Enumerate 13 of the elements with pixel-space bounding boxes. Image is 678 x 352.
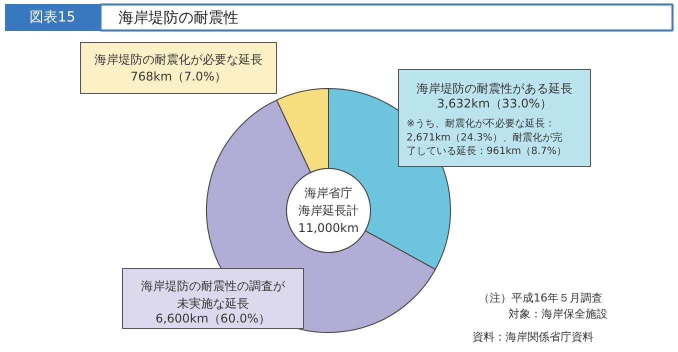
data-label: 3,632km（33.0%）	[436, 96, 552, 110]
slice-label: 海岸堤防の耐震性の調査が未実施な延長	[141, 278, 286, 310]
data-label: 6,600km（60.0%）	[155, 312, 271, 326]
text: 資料：海岸関係省庁資料	[472, 330, 594, 344]
text: 海岸省庁海岸延長計11,000km	[298, 186, 359, 235]
slice-label: 海岸堤防の耐震化が必要な延長	[94, 52, 262, 66]
data-label: 768km（7.0%）	[130, 70, 227, 84]
chart-title: 海岸堤防の耐震性	[118, 8, 238, 26]
text: （注）平成16年５月調査	[478, 292, 602, 304]
text: 対象：海岸保全施設	[508, 308, 608, 320]
slice-label: 海岸堤防の耐震性がある延長	[416, 82, 572, 96]
text: ※うち、耐震化が不必要な延長：2,671km（24.3%）、耐震化が完了している延長：961km（8.7%）	[406, 118, 567, 157]
chart-subtitle: 図表15	[30, 10, 76, 26]
